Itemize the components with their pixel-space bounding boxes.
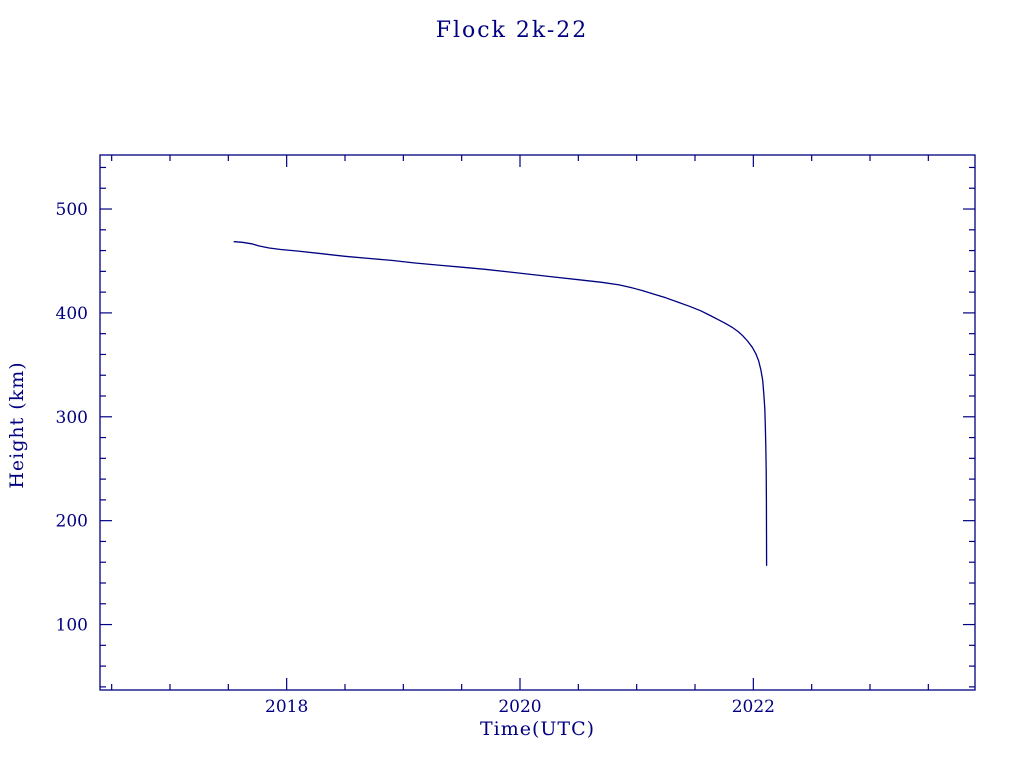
y-tick-label: 300	[56, 408, 88, 428]
chart-title: Flock 2k-22	[435, 18, 589, 43]
x-axis-label: Time(UTC)	[479, 718, 596, 740]
x-tick-label: 2020	[498, 697, 541, 717]
y-tick-label: 500	[56, 200, 88, 220]
plot-frame	[99, 154, 976, 691]
axis-ticks	[100, 155, 975, 690]
x-tick-label: 2022	[732, 697, 775, 717]
height-decay-line	[233, 241, 768, 566]
x-tick-label: 2018	[265, 697, 308, 717]
y-tick-label: 200	[56, 512, 88, 532]
y-tick-label: 100	[56, 616, 88, 636]
y-tick-label: 400	[56, 304, 88, 324]
